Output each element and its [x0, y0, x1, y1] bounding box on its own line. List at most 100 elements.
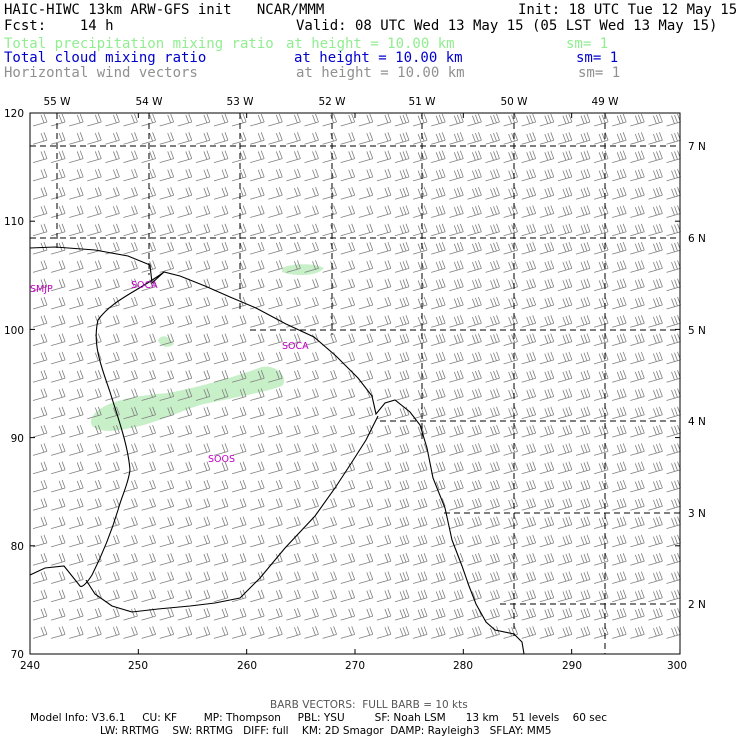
wind-barb: [431, 113, 446, 127]
wind-barb: [159, 516, 175, 529]
wind-barb: [485, 260, 500, 273]
wind-barb: [304, 534, 319, 548]
wind-barb: [231, 424, 247, 438]
wind-barb: [503, 113, 518, 127]
wind-barb: [213, 315, 229, 328]
wind-barb: [231, 534, 247, 548]
wind-barb: [213, 168, 229, 182]
wind-barb: [521, 479, 537, 493]
wind-barb: [485, 168, 500, 182]
wind-barb: [231, 571, 247, 584]
wind-barb: [557, 589, 573, 603]
wind-barb: [376, 589, 392, 603]
wind-barb: [431, 626, 446, 639]
wind-barb: [521, 534, 537, 548]
wind-barb: [268, 168, 283, 182]
wind-barb: [32, 443, 48, 456]
wind-barb: [666, 113, 681, 127]
wind-barb: [286, 315, 301, 328]
wind-barb: [431, 168, 446, 182]
wind-barb: [449, 187, 464, 200]
wind-barb: [376, 479, 392, 493]
wind-barb: [666, 626, 681, 639]
wind-barb: [105, 351, 120, 365]
wind-barb: [123, 571, 138, 584]
wind-barb: [648, 443, 663, 456]
wind-barb: [32, 553, 48, 566]
wind-barb: [557, 168, 573, 182]
wind-barb: [394, 205, 410, 218]
wind-barb: [32, 223, 48, 237]
wind-barb: [87, 241, 102, 255]
wind-barb: [358, 498, 374, 511]
wind-barb: [539, 424, 555, 438]
wind-barb: [376, 260, 392, 273]
wind-barb: [141, 150, 156, 163]
grid-x-label-250: 250: [128, 660, 148, 672]
wind-barb: [449, 168, 464, 182]
wind-barb: [593, 498, 609, 511]
wind-barb: [87, 516, 102, 529]
wind-barb: [69, 113, 84, 127]
wind-barb: [286, 607, 301, 621]
wind-barb: [575, 315, 591, 328]
wind-barb: [231, 113, 247, 127]
wind-barb: [32, 571, 48, 584]
wind-barb: [539, 113, 555, 127]
wind-barb: [340, 296, 356, 310]
wind-barb: [376, 223, 392, 237]
wind-barb: [539, 315, 555, 328]
wind-barb: [177, 589, 193, 603]
wind-barb: [394, 479, 410, 493]
wind-barb: [394, 626, 410, 639]
wind-barb: [539, 205, 555, 218]
wind-barb: [394, 388, 410, 401]
wind-barb: [87, 461, 102, 475]
wind-barb: [394, 315, 410, 328]
wind-barb: [431, 589, 446, 603]
wind-barb: [32, 424, 48, 438]
wind-barb: [268, 113, 283, 127]
wind-barb: [231, 553, 247, 566]
wind-barb: [105, 150, 120, 163]
wind-barb: [304, 571, 319, 584]
wind-barb: [431, 187, 446, 200]
wind-barb: [503, 241, 518, 255]
wind-barb: [231, 187, 247, 200]
wind-barb: [32, 296, 48, 310]
wind-barb: [195, 351, 211, 365]
wind-barb: [50, 424, 66, 438]
wind-barb: [123, 168, 138, 182]
wind-barb: [87, 589, 102, 603]
wind-barb: [503, 132, 518, 145]
wind-barb: [358, 150, 374, 163]
wind-barb: [105, 607, 120, 621]
wind-barb: [141, 333, 156, 346]
wind-barb: [87, 168, 102, 182]
wind-barb: [557, 223, 573, 237]
wind-barb: [666, 351, 681, 365]
wind-barb: [322, 388, 337, 401]
wind-barb: [213, 296, 229, 310]
wind-barb: [412, 150, 428, 163]
wind-barb: [177, 479, 193, 493]
wind-barb: [593, 406, 609, 420]
grid-y-label-70: 70: [11, 649, 24, 661]
wind-barb: [539, 187, 555, 200]
wind-barb: [87, 260, 102, 273]
wind-barb: [521, 406, 537, 420]
wind-barb: [376, 626, 392, 639]
wind-barb: [69, 424, 84, 438]
wind-barb: [141, 571, 156, 584]
wind-barb: [304, 315, 319, 328]
wind-barb: [250, 388, 265, 401]
wind-barb: [250, 241, 265, 255]
wind-barb: [593, 205, 609, 218]
wind-barb: [575, 516, 591, 529]
wind-barbs: [32, 113, 681, 639]
wind-barb: [449, 315, 464, 328]
wind-barb: [123, 461, 138, 475]
wind-barb: [231, 607, 247, 621]
wind-barb: [539, 241, 555, 255]
wind-barb: [340, 260, 356, 273]
